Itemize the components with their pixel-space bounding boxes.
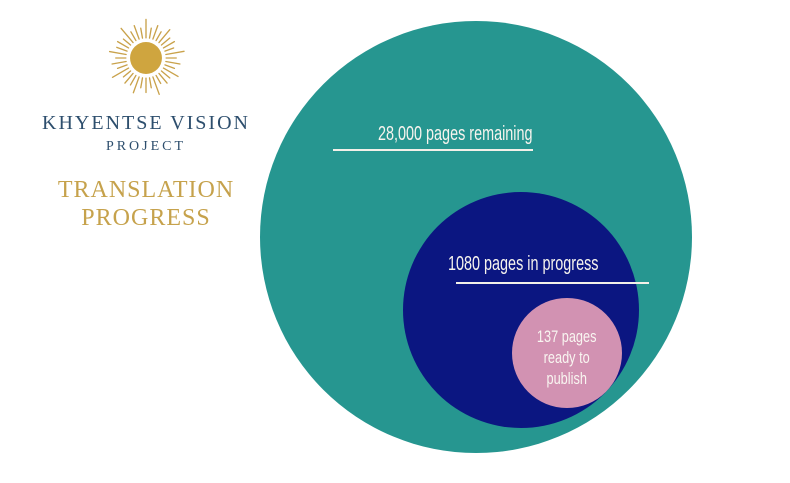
label-pages-remaining: 28,000 pages remaining [378,123,533,145]
circle-pages-ready-to-publish: 137 pages ready to publish [512,298,622,408]
brand-block: KHYENTSE VISION PROJECT TRANSLATION PROG… [21,16,271,232]
sunburst-sun-icon [108,18,185,95]
label-pages-ready-to-publish: 137 pages ready to publish [527,326,606,389]
chart-title: TRANSLATION PROGRESS [21,176,271,232]
sun-disc [130,42,162,74]
brand-subname: PROJECT [105,139,187,154]
label-pages-remaining-underline [333,149,533,151]
label-ready-line2: ready to [543,347,591,367]
label-ready-line1: 137 pages [537,326,597,346]
chart-title-line1: TRANSLATION [57,177,235,203]
label-pages-in-progress-underline [456,282,649,284]
label-pages-in-progress: 1080 pages in progress [448,253,599,275]
chart-title-line2: PROGRESS [81,205,211,231]
brand-name: KHYENTSE VISION [42,112,250,134]
label-ready-line3: publish [546,368,588,388]
